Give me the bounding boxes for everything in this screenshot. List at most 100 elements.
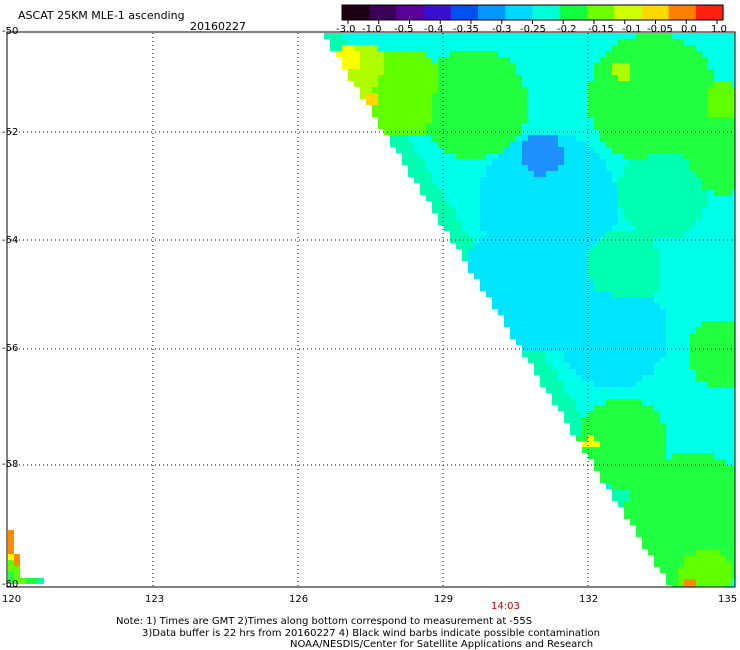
swath-cell	[684, 585, 690, 587]
swath-cell	[522, 261, 528, 267]
swath-cell	[630, 93, 636, 99]
swath-cell	[714, 33, 720, 39]
swath-cell	[534, 363, 540, 369]
swath-cell	[630, 129, 636, 135]
swath-cell	[612, 399, 618, 405]
swath-cell	[492, 75, 498, 81]
swath-cell	[714, 177, 720, 183]
swath-cell	[684, 165, 690, 171]
swath-cell	[642, 531, 648, 537]
swath-cell	[600, 471, 606, 477]
swath-cell	[720, 411, 726, 417]
swath-cell	[720, 45, 726, 51]
swath-cell	[630, 501, 636, 507]
swath-cell	[648, 309, 654, 315]
swath-cell	[498, 273, 504, 279]
swath-cell	[624, 81, 630, 87]
swath-cell	[696, 183, 702, 189]
swath-cell	[702, 423, 708, 429]
swath-cell	[690, 261, 696, 267]
swath-cell	[714, 111, 720, 117]
swath-cell	[720, 543, 726, 549]
swath-cell	[570, 417, 576, 423]
swath-cell	[696, 111, 702, 117]
swath-cell	[708, 489, 714, 495]
swath-cell	[702, 219, 708, 225]
swath-cell	[468, 153, 474, 159]
swath-cell	[648, 177, 654, 183]
swath-cell	[456, 189, 462, 195]
swath-cell	[438, 129, 444, 135]
swath-cell	[366, 93, 372, 99]
swath-cell	[570, 117, 576, 123]
swath-cell	[630, 303, 636, 309]
swath-cell	[450, 45, 456, 51]
swath-cell	[534, 297, 540, 303]
swath-cell	[612, 459, 618, 465]
swath-cell	[672, 543, 678, 549]
swath-cell	[666, 357, 672, 363]
swath-cell	[444, 99, 450, 105]
swath-cell	[678, 435, 684, 441]
swath-cell	[540, 201, 546, 207]
swath-cell	[582, 351, 588, 357]
swath-cell	[486, 159, 492, 165]
swath-cell	[630, 333, 636, 339]
swath-cell	[732, 369, 735, 375]
swath-cell	[714, 525, 720, 531]
swath-cell	[732, 309, 735, 315]
swath-cell	[678, 507, 684, 513]
swath-cell	[720, 141, 726, 147]
swath-cell	[696, 207, 702, 213]
swath-cell	[582, 171, 588, 177]
swath-cell	[354, 81, 360, 87]
swath-cell	[372, 81, 378, 87]
swath-cell	[732, 177, 735, 183]
swath-cell	[666, 531, 672, 537]
swath-cell	[378, 33, 384, 39]
swath-cell	[372, 51, 378, 57]
swath-cell	[726, 483, 732, 489]
swath-cell	[606, 315, 612, 321]
swath-cell	[672, 483, 678, 489]
swath-cell	[612, 339, 618, 345]
swath-cell	[648, 195, 654, 201]
swath-cell	[618, 459, 624, 465]
swath-cell	[660, 375, 666, 381]
swath-cell	[582, 39, 588, 45]
swath-cell	[684, 357, 690, 363]
swath-cell	[660, 441, 666, 447]
swath-cell	[486, 141, 492, 147]
swath-cell	[714, 57, 720, 63]
swath-cell	[384, 93, 390, 99]
swath-cell	[564, 123, 570, 129]
swath-cell	[672, 57, 678, 63]
swath-cell	[600, 351, 606, 357]
swath-cell	[588, 81, 594, 87]
swath-cell	[636, 525, 642, 531]
swath-cell	[600, 285, 606, 291]
swath-cell	[636, 411, 642, 417]
swath-cell	[390, 57, 396, 63]
swath-cell	[480, 117, 486, 123]
swath-cell	[636, 123, 642, 129]
swath-cell	[570, 75, 576, 81]
swath-cell	[576, 33, 582, 39]
swath-cell	[726, 501, 732, 507]
swath-cell	[468, 93, 474, 99]
swath-cell	[666, 123, 672, 129]
swath-cell	[714, 45, 720, 51]
swath-cell	[588, 411, 594, 417]
swath-cell	[726, 399, 732, 405]
swath-cell	[696, 297, 702, 303]
swath-cell	[732, 567, 735, 573]
swath-cell	[648, 261, 654, 267]
swath-cell	[636, 327, 642, 333]
swath-cell	[714, 273, 720, 279]
swath-cell	[714, 243, 720, 249]
swath-cell	[720, 201, 726, 207]
map-frame	[6, 31, 736, 588]
swath-cell	[588, 369, 594, 375]
swath-cell	[612, 489, 618, 495]
swath-cell	[660, 363, 666, 369]
